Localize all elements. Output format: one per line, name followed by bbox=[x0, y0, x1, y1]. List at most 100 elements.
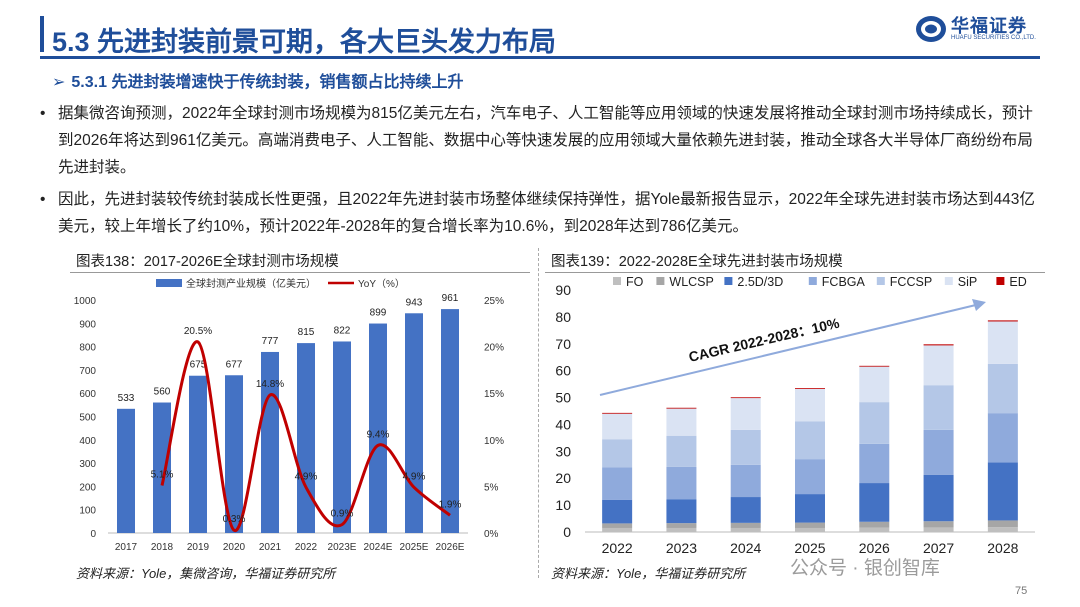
stacked-bar-segment bbox=[602, 467, 633, 500]
stacked-bar-segment bbox=[602, 412, 633, 414]
bar-value-label: 815 bbox=[298, 327, 315, 338]
y-left-tick-label: 100 bbox=[79, 506, 96, 517]
y-right-tick-label: 5% bbox=[484, 482, 499, 493]
bar-value-label: 777 bbox=[262, 336, 279, 347]
yoy-line bbox=[160, 340, 451, 532]
logo-chinese-name: 华福证券 bbox=[951, 16, 1027, 36]
paragraph-1: • 据集微咨询预测，2022年全球封测市场规模为815亿美元左右，汽车电子、人工… bbox=[40, 100, 1048, 181]
x-tick-label: 2025E bbox=[400, 542, 429, 553]
page-title: 5.3 先进封装前景可期，各大巨头发力布局 bbox=[52, 27, 557, 57]
legend-swatch bbox=[876, 277, 885, 285]
x-tick-label: 2017 bbox=[115, 542, 138, 553]
chart-2-title-divider bbox=[545, 272, 1045, 273]
bullet-icon: • bbox=[40, 105, 46, 122]
y-left-tick-label: 0 bbox=[90, 529, 96, 540]
stacked-bar-segment bbox=[730, 497, 761, 523]
y-left-tick-label: 900 bbox=[79, 319, 96, 330]
y-left-tick-label: 600 bbox=[79, 389, 96, 400]
legend-swatch bbox=[808, 277, 817, 285]
y-right-tick-label: 0% bbox=[484, 529, 499, 540]
stacked-bar-segment bbox=[795, 459, 825, 495]
company-logo: 华福证券 HUAFU SECURITIES CO.,LTD. bbox=[915, 12, 1045, 48]
y-left-tick-label: 500 bbox=[79, 413, 96, 424]
stacked-bar-segment bbox=[602, 523, 633, 528]
y-tick-label: 70 bbox=[555, 336, 571, 352]
legend-swatch bbox=[724, 277, 733, 285]
bar bbox=[405, 313, 423, 533]
x-tick-label: 2026E bbox=[436, 542, 465, 553]
bar-value-label: 899 bbox=[370, 308, 387, 319]
y-tick-label: 20 bbox=[555, 470, 571, 486]
stacked-bar-segment bbox=[730, 398, 761, 430]
y-tick-label: 50 bbox=[555, 390, 571, 406]
stacked-bar-segment bbox=[666, 435, 697, 467]
stacked-bar-segment bbox=[859, 366, 890, 403]
stacked-bar-segment bbox=[795, 527, 825, 532]
legend-swatch bbox=[996, 277, 1005, 285]
stacked-bar-segment bbox=[602, 499, 633, 524]
chart-separator bbox=[538, 248, 539, 578]
stacked-bar-segment bbox=[795, 388, 825, 422]
stacked-bar-segment bbox=[987, 527, 1018, 532]
chart-2-source: 资料来源：Yole，华福证券研究所 bbox=[551, 566, 746, 581]
paragraph-1-text: 据集微咨询预测，2022年全球封测市场规模为815亿美元左右，汽车电子、人工智能… bbox=[58, 105, 1033, 176]
x-tick-label: 2025 bbox=[794, 540, 825, 556]
stacked-bar-segment bbox=[795, 421, 825, 460]
subtitle-text: 5.3.1 先进封装增速快于传统封装，销售额占比持续上升 bbox=[71, 74, 464, 91]
y-left-tick-label: 700 bbox=[79, 366, 96, 377]
y-tick-label: 10 bbox=[555, 497, 571, 513]
legend-swatch bbox=[656, 277, 665, 285]
stacked-bar-segment bbox=[987, 520, 1018, 528]
x-tick-label: 2026 bbox=[859, 540, 890, 556]
arrow-bullet-icon: ➢ bbox=[52, 74, 66, 91]
stacked-bar-segment bbox=[666, 407, 697, 409]
bar-value-label: 675 bbox=[190, 360, 207, 371]
stacked-bar-segment bbox=[859, 483, 890, 522]
y-tick-label: 0 bbox=[563, 524, 571, 540]
chart-1-title: 图表138：2017-2026E全球封测市场规模 bbox=[76, 254, 339, 270]
y-right-tick-label: 15% bbox=[484, 389, 504, 400]
stacked-bar-segment bbox=[987, 321, 1018, 364]
legend-label: FCCSP bbox=[890, 275, 932, 289]
bar bbox=[189, 375, 207, 533]
bar bbox=[225, 375, 243, 533]
bar-value-label: 943 bbox=[406, 297, 423, 308]
x-tick-label: 2021 bbox=[259, 542, 282, 553]
x-tick-label: 2022 bbox=[295, 542, 318, 553]
stacked-bar-segment bbox=[795, 388, 825, 389]
stacked-bar-segment bbox=[795, 522, 825, 528]
cagr-arrowhead-icon bbox=[972, 299, 986, 311]
stacked-bar-segment bbox=[602, 527, 633, 532]
yoy-value-label: 20.5% bbox=[184, 326, 212, 337]
legend-swatch bbox=[944, 277, 953, 285]
x-tick-label: 2020 bbox=[223, 542, 246, 553]
stacked-bar-segment bbox=[923, 385, 954, 430]
bar-value-label: 961 bbox=[442, 293, 459, 304]
bullet-icon: • bbox=[40, 191, 46, 208]
paragraph-2: • 因此，先进封装较传统封装成长性更强，且2022年先进封装市场整体继续保持弹性… bbox=[40, 186, 1048, 240]
y-right-tick-label: 20% bbox=[484, 343, 504, 354]
yoy-value-label: 14.8% bbox=[256, 379, 284, 390]
bar-value-label: 677 bbox=[226, 359, 243, 370]
x-tick-label: 2024E bbox=[364, 542, 393, 553]
section-subtitle: ➢ 5.3.1 先进封装增速快于传统封装，销售额占比持续上升 bbox=[52, 68, 463, 92]
yoy-value-label: 9.4% bbox=[367, 429, 390, 440]
y-tick-label: 60 bbox=[555, 363, 571, 379]
bar bbox=[369, 323, 387, 533]
legend-label: SiP bbox=[958, 275, 977, 289]
paragraph-2-text: 因此，先进封装较传统封装成长性更强，且2022年先进封装市场整体继续保持弹性，据… bbox=[58, 191, 1035, 235]
bar-value-label: 560 bbox=[154, 387, 171, 398]
stacked-bar-segment bbox=[730, 527, 761, 532]
bar-value-label: 533 bbox=[118, 393, 135, 404]
x-tick-label: 2022 bbox=[602, 540, 633, 556]
stacked-bar-segment bbox=[602, 439, 633, 468]
stacked-bar-segment bbox=[795, 494, 825, 523]
stacked-bar-segment bbox=[666, 466, 697, 500]
stacked-bar-segment bbox=[859, 521, 890, 528]
bar bbox=[333, 341, 351, 533]
y-left-tick-label: 200 bbox=[79, 482, 96, 493]
y-left-tick-label: 400 bbox=[79, 436, 96, 447]
y-right-tick-label: 25% bbox=[484, 296, 504, 307]
legend-label: 2.5D/3D bbox=[737, 275, 783, 289]
stacked-bar-segment bbox=[987, 363, 1018, 414]
